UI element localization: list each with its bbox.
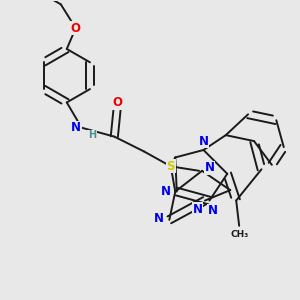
Text: N: N (154, 212, 164, 225)
Text: N: N (207, 204, 218, 218)
Text: S: S (167, 160, 175, 173)
Text: N: N (161, 185, 171, 198)
Text: N: N (204, 161, 214, 174)
Text: CH₃: CH₃ (230, 230, 248, 239)
Text: H: H (88, 130, 96, 140)
Text: N: N (71, 121, 81, 134)
Text: N: N (193, 203, 202, 216)
Text: O: O (71, 22, 81, 34)
Text: N: N (199, 135, 208, 148)
Text: O: O (112, 96, 122, 109)
